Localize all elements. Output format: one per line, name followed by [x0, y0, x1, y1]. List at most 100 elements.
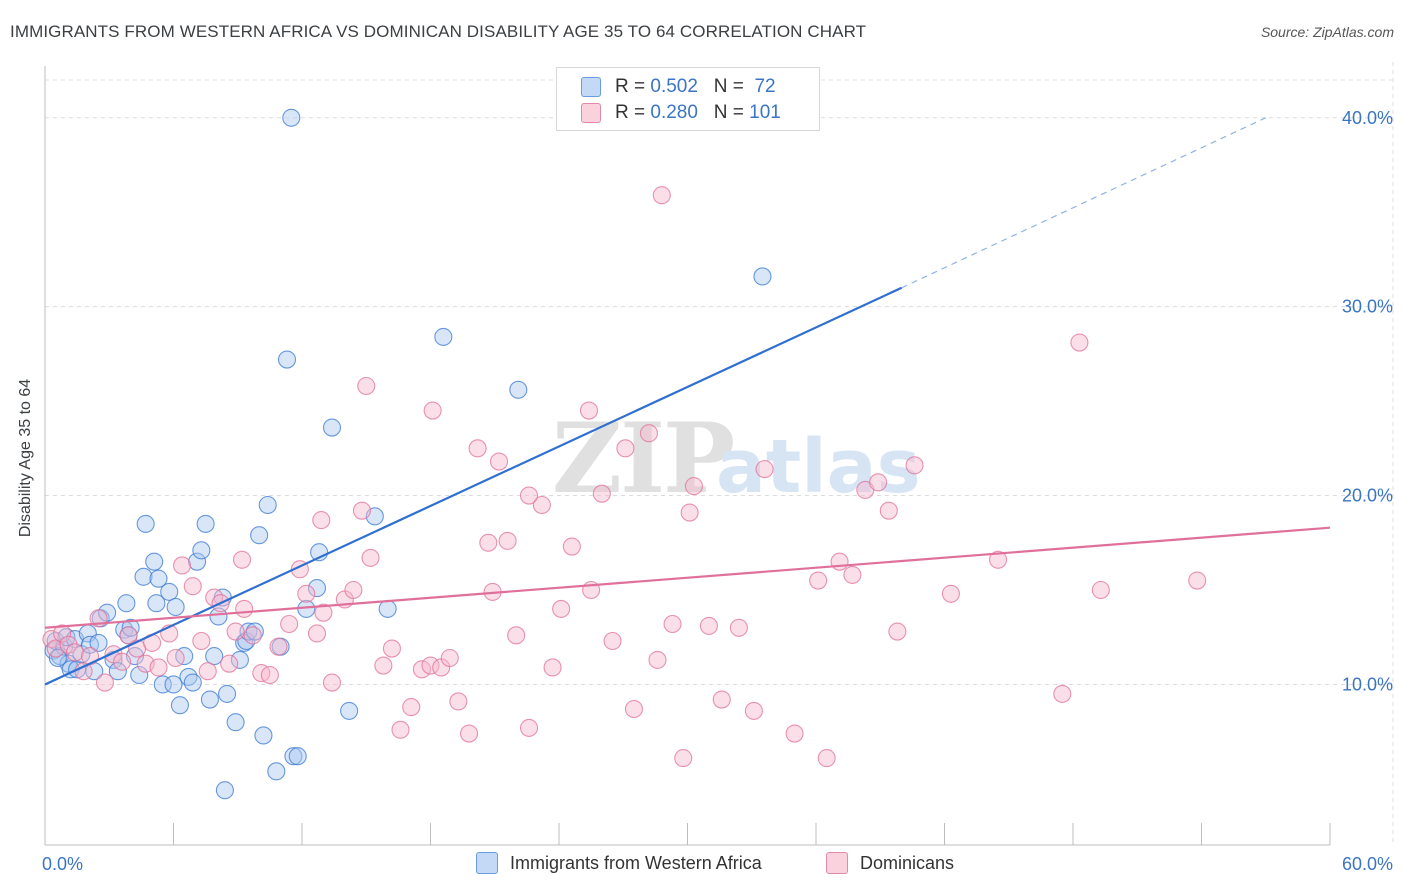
point-dominicans — [440, 648, 459, 668]
point-western-africa — [108, 662, 127, 681]
point-western-africa — [753, 267, 772, 286]
point-dominicans — [166, 648, 185, 668]
point-western-africa — [254, 726, 273, 745]
point-dominicans — [297, 584, 316, 603]
point-western-africa — [147, 594, 166, 613]
point-dominicans — [449, 692, 468, 711]
point-dominicans — [1188, 571, 1207, 590]
point-dominicans — [785, 724, 804, 743]
point-dominicans — [562, 537, 581, 556]
point-western-africa — [192, 541, 211, 560]
axes — [44, 66, 1331, 846]
point-western-africa — [121, 618, 140, 637]
point-dominicans — [888, 622, 907, 641]
point-western-africa — [205, 647, 224, 666]
point-western-africa — [250, 526, 269, 545]
point-dominicans — [663, 614, 682, 634]
watermark-zip: ZIP — [552, 402, 733, 515]
point-western-africa — [284, 747, 303, 766]
point-dominicans — [235, 599, 254, 618]
point-dominicans — [468, 439, 487, 458]
r-value: 0.280 — [650, 102, 698, 123]
point-dominicans — [220, 654, 239, 673]
point-dominicans — [173, 556, 192, 575]
point-dominicans — [53, 624, 72, 643]
y-tick-labels: 10.0% 20.0% 30.0% 40.0% — [1342, 108, 1393, 695]
point-western-africa — [166, 597, 185, 617]
point-dominicans — [652, 186, 671, 205]
point-western-africa — [215, 781, 234, 800]
stats-legend: R = 0.502 N = 72 R = 0.280 N = 101 — [556, 67, 820, 131]
trend-line-western-africa — [44, 286, 903, 686]
legend-swatch-western-africa — [476, 852, 498, 874]
point-dominicans — [402, 698, 421, 717]
point-western-africa — [322, 418, 342, 437]
point-dominicans — [459, 724, 479, 743]
point-dominicans — [95, 673, 115, 692]
y-tick-label: 10.0% — [1342, 674, 1393, 694]
point-dominicans — [809, 571, 828, 590]
point-western-africa — [145, 552, 164, 571]
point-dominicans — [74, 662, 93, 681]
point-dominicans — [603, 631, 622, 651]
legend-item-dominicans[interactable]: Dominicans — [826, 852, 954, 874]
point-dominicans — [592, 484, 611, 503]
point-western-africa — [226, 713, 245, 732]
point-dominicans — [119, 626, 138, 645]
point-western-africa — [277, 350, 297, 369]
point-western-africa — [196, 514, 215, 533]
point-dominicans — [344, 580, 363, 600]
y-tick-label: 30.0% — [1342, 297, 1393, 317]
point-dominicans — [382, 639, 402, 658]
legend-label-dominicans: Dominicans — [860, 852, 955, 873]
point-dominicans — [869, 473, 888, 492]
point-dominicans — [374, 656, 393, 675]
stats-row-dominicans: R = 0.280 N = 101 — [581, 101, 781, 125]
point-western-africa — [209, 607, 228, 626]
point-dominicans — [260, 665, 279, 685]
stats-swatch-dominicans — [581, 103, 601, 123]
point-western-africa — [288, 747, 307, 766]
point-dominicans — [113, 652, 132, 671]
r-value: 0.502 — [650, 76, 698, 97]
x-tick-label-min: 0.0% — [42, 854, 83, 874]
point-dominicans — [941, 584, 960, 603]
trend-line-western-africa-extension — [901, 117, 1267, 289]
point-western-africa — [117, 594, 136, 613]
point-dominicans — [412, 660, 431, 679]
point-dominicans — [712, 690, 731, 709]
point-dominicans — [532, 495, 551, 515]
point-dominicans — [42, 630, 61, 649]
point-dominicans — [322, 673, 342, 692]
point-dominicans — [183, 577, 202, 596]
series-legend: Immigrants from Western Africa Dominican… — [0, 850, 1406, 878]
point-dominicans — [357, 376, 376, 396]
trend-lines — [44, 117, 1331, 686]
legend-item-western-africa[interactable]: Immigrants from Western Africa — [476, 852, 762, 874]
watermark: ZIP atlas — [552, 402, 921, 515]
legend-label-western-africa: Immigrants from Western Africa — [510, 852, 762, 873]
point-dominicans — [755, 460, 774, 479]
point-western-africa — [89, 633, 108, 652]
stats-row-western-africa: R = 0.502 N = 72 — [581, 75, 776, 99]
point-western-africa — [134, 567, 153, 586]
point-dominicans — [59, 635, 78, 654]
point-dominicans — [817, 749, 836, 768]
point-dominicans — [352, 501, 372, 520]
point-western-africa — [188, 552, 207, 571]
n-value: 72 — [754, 76, 776, 97]
point-dominicans — [269, 637, 288, 656]
n-label: N = — [713, 102, 744, 123]
watermark-atlas: atlas — [716, 424, 921, 510]
r-label: R = — [615, 102, 646, 123]
point-western-africa — [258, 495, 277, 515]
point-dominicans — [507, 626, 526, 645]
point-dominicans — [192, 631, 211, 651]
point-western-africa — [217, 684, 237, 703]
r-label: R = — [615, 76, 646, 97]
point-dominicans — [312, 511, 331, 530]
point-western-africa — [130, 665, 149, 685]
point-western-africa — [136, 514, 155, 533]
point-dominicans — [624, 699, 644, 719]
